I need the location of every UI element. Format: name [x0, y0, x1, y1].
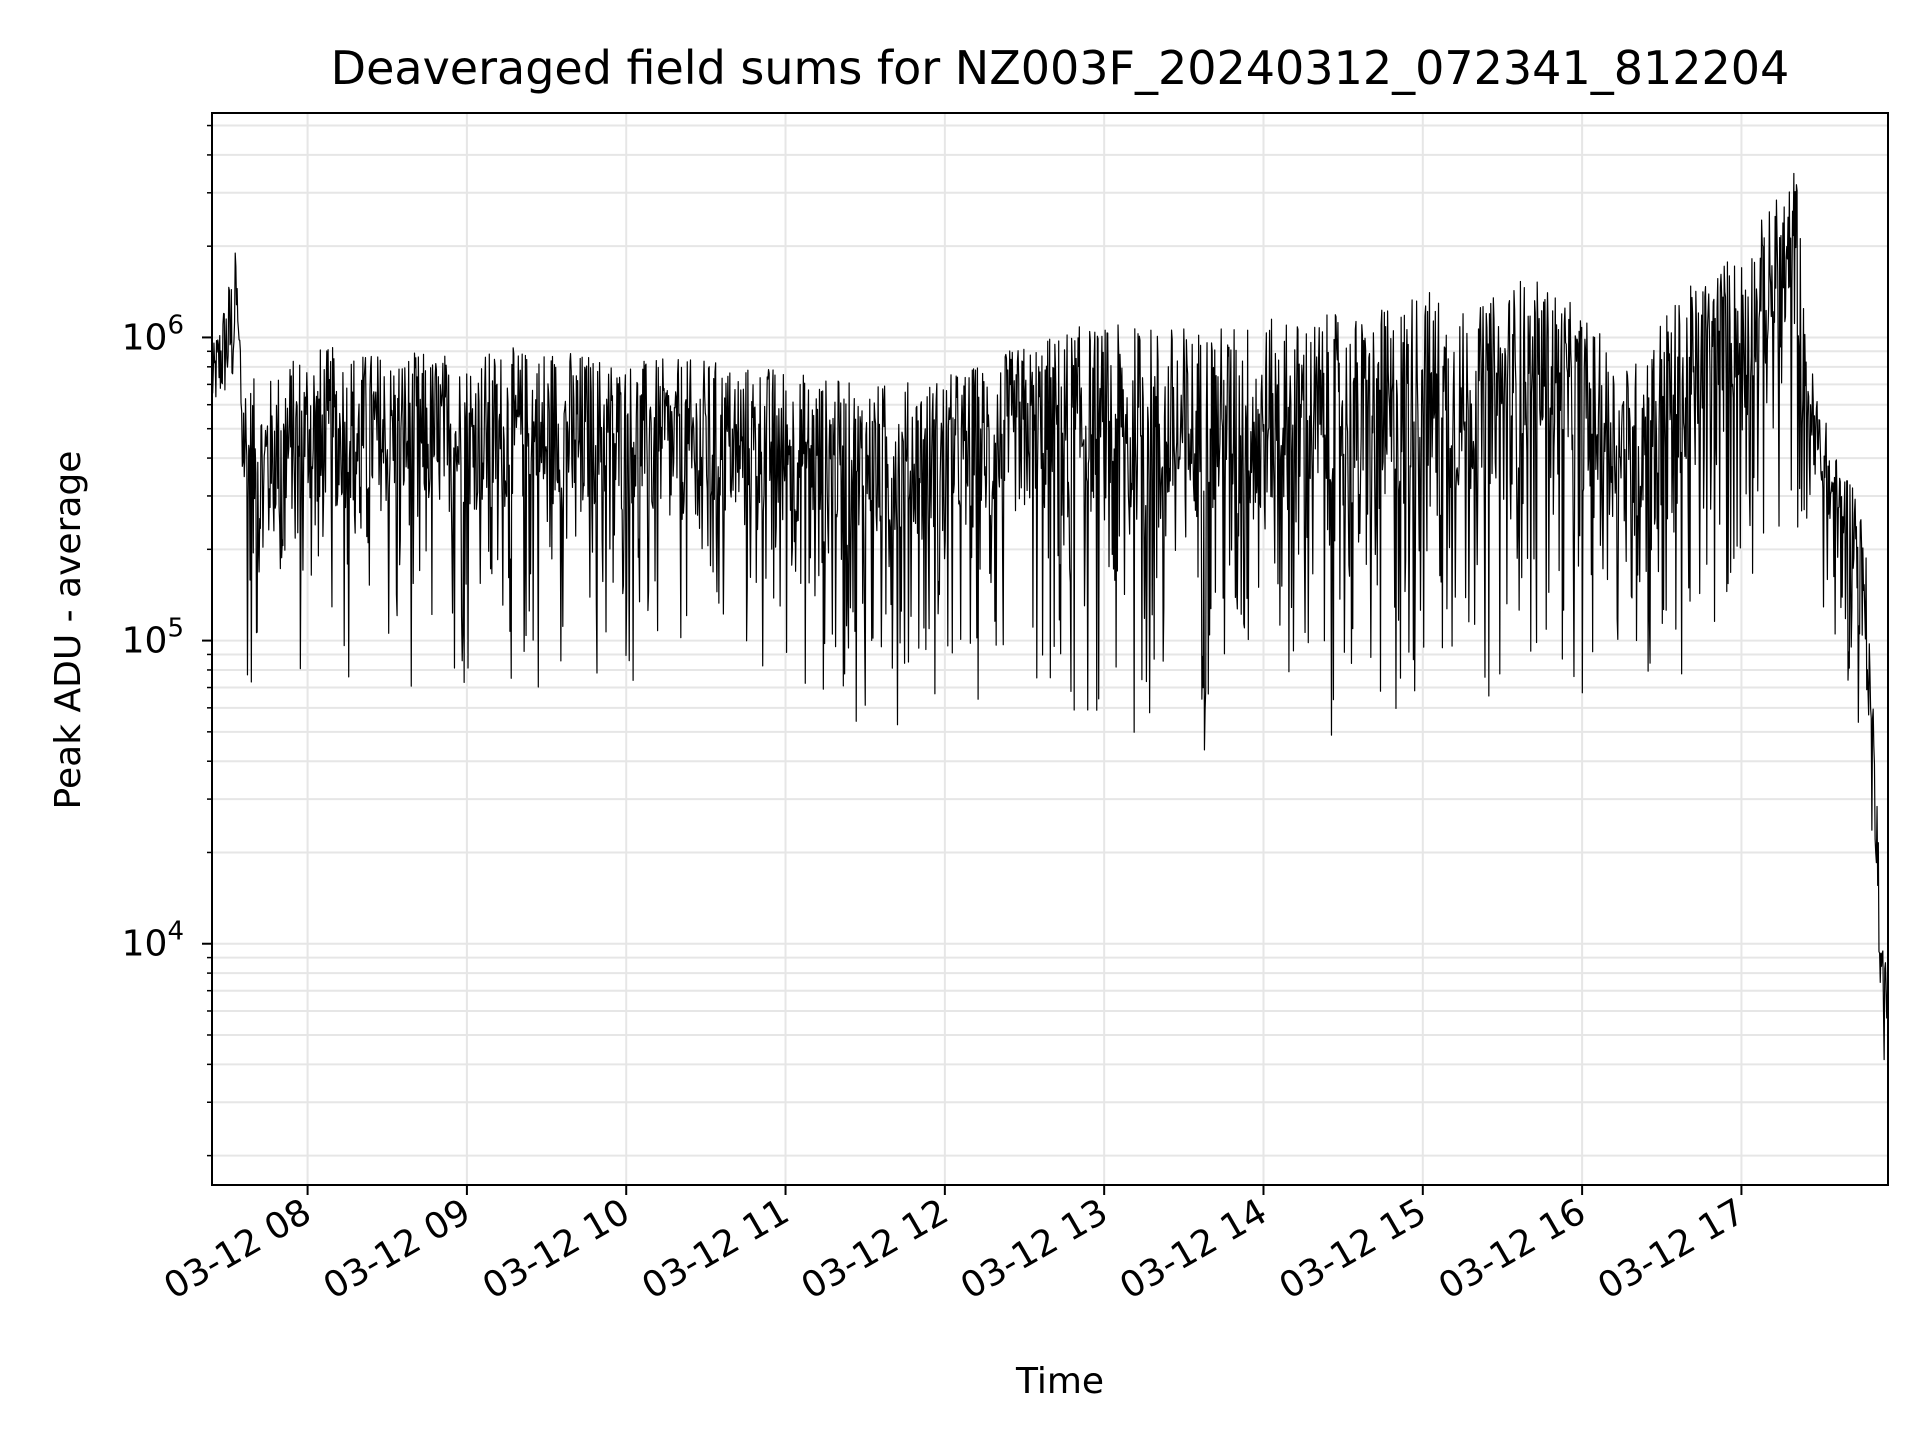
x-tick-label: 03-12 10 [476, 1191, 637, 1307]
x-tick-label: 03-12 08 [157, 1191, 318, 1307]
x-tick-label: 03-12 11 [635, 1191, 796, 1307]
x-tick-label: 03-12 09 [317, 1191, 478, 1307]
y-tick-label: 104 [122, 917, 184, 965]
chart-title: Deaveraged field sums for NZ003F_2024031… [331, 41, 1790, 95]
x-tick-label: 03-12 12 [795, 1191, 956, 1307]
x-tick-label: 03-12 17 [1591, 1191, 1752, 1307]
series-line [211, 172, 1889, 1061]
x-tick-label: 03-12 16 [1432, 1191, 1593, 1307]
x-axis-label: Time [1015, 1361, 1104, 1402]
y-axis-ticks: 104 105 106 [122, 124, 212, 1157]
x-tick-label: 03-12 13 [954, 1191, 1115, 1307]
x-tick-label: 03-12 15 [1273, 1191, 1434, 1307]
series-path [211, 172, 1889, 1061]
y-tick-label: 106 [122, 310, 184, 358]
y-axis-label: Peak ADU - average [48, 451, 89, 810]
plot-frame [211, 112, 1889, 1186]
y-tick-label: 105 [122, 614, 184, 662]
x-tick-label: 03-12 14 [1113, 1191, 1274, 1307]
